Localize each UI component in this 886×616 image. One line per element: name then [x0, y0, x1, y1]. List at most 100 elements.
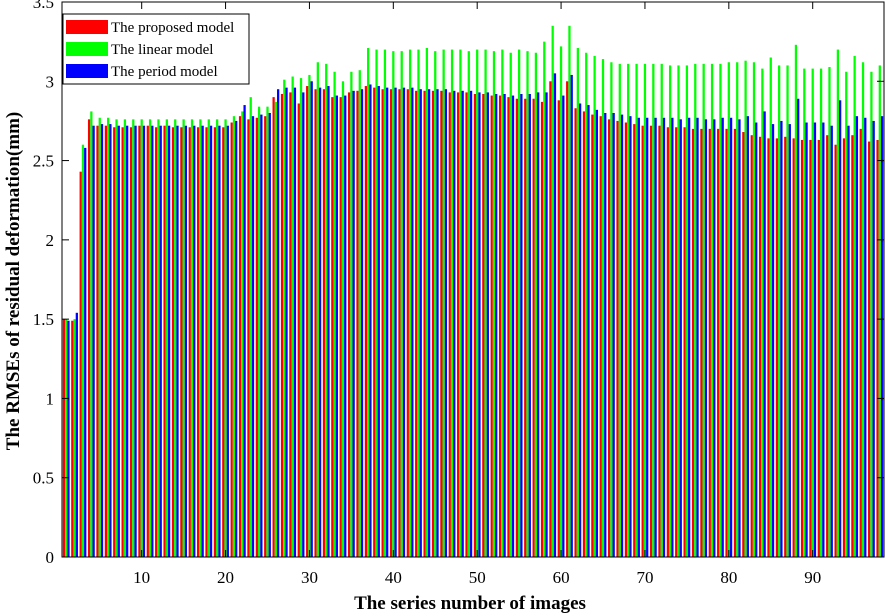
bar-proposed — [280, 93, 284, 557]
bar-proposed — [306, 86, 309, 557]
bar-proposed — [691, 128, 695, 558]
bar-linear — [81, 144, 85, 557]
bar-proposed — [389, 89, 393, 558]
bar-linear — [174, 119, 177, 557]
bar-proposed — [532, 98, 535, 557]
bar-linear — [811, 68, 814, 557]
bar-period — [713, 119, 716, 557]
bar-period — [738, 119, 741, 557]
bar-linear — [73, 319, 76, 557]
bar-proposed — [364, 86, 368, 557]
bar-linear — [182, 119, 185, 557]
bar-period — [444, 89, 448, 558]
bar-linear — [543, 41, 546, 557]
bar-linear — [794, 44, 798, 558]
bar-linear — [140, 119, 143, 557]
bar-linear — [501, 49, 504, 557]
bar-linear — [702, 63, 705, 558]
bar-proposed — [297, 103, 300, 558]
bar-period — [629, 116, 632, 558]
bar-period — [688, 117, 691, 557]
bar-proposed — [717, 128, 720, 558]
bar-linear — [190, 119, 194, 557]
legend: The proposed model The linear model The … — [62, 13, 250, 85]
bar-linear — [677, 65, 680, 558]
bar-proposed — [381, 89, 384, 558]
bar-proposed — [373, 87, 376, 557]
bar-linear — [853, 55, 856, 557]
bar-linear — [778, 65, 781, 558]
bar-linear — [241, 111, 244, 557]
bar-period — [402, 87, 406, 557]
bar-linear — [610, 62, 613, 557]
bar-proposed — [809, 139, 812, 557]
bar-linear — [442, 49, 445, 557]
bar-proposed — [197, 127, 200, 558]
bar-period — [386, 87, 389, 557]
bar-linear — [761, 68, 764, 557]
legend-label-period: The period model — [111, 64, 218, 80]
x-axis-label: The series number of images — [354, 593, 586, 614]
bar-linear — [199, 119, 202, 557]
bar-linear — [90, 111, 93, 557]
bar-linear — [123, 119, 127, 557]
bar-linear — [803, 68, 806, 557]
bar-period — [201, 125, 204, 557]
bar-linear — [736, 62, 739, 557]
legend-label-proposed: The proposed model — [111, 20, 234, 36]
bar-period — [268, 113, 271, 557]
bar-linear — [593, 55, 596, 557]
bar-period — [453, 90, 456, 558]
bar-proposed — [498, 95, 502, 557]
bar-proposed — [742, 132, 745, 557]
y-tick-label: 2.5 — [33, 152, 54, 171]
y-tick-label: 3 — [46, 72, 55, 91]
bar-period — [209, 125, 213, 557]
bar-proposed — [750, 135, 753, 557]
bar-proposed — [138, 125, 141, 557]
bar-proposed — [649, 125, 653, 557]
bar-proposed — [767, 138, 770, 557]
bar-linear — [325, 63, 328, 558]
bar-linear — [518, 49, 521, 557]
bar-proposed — [255, 117, 258, 557]
bar-proposed — [79, 171, 82, 558]
bar-period — [578, 103, 582, 558]
bar-period — [117, 125, 120, 557]
bar-proposed — [675, 127, 678, 558]
bar-linear — [417, 49, 420, 557]
bar-linear — [308, 74, 311, 557]
bar-linear — [559, 46, 563, 558]
bar-period — [428, 89, 431, 558]
bar-period — [100, 124, 104, 557]
bar-proposed — [859, 128, 862, 558]
bar-period — [570, 74, 573, 557]
y-tick-label: 3.5 — [33, 0, 54, 12]
x-tick-label: 70 — [636, 568, 653, 587]
bar-linear — [232, 116, 236, 558]
bar-proposed — [415, 90, 418, 558]
bar-period — [872, 120, 875, 558]
bar-period — [520, 93, 523, 557]
bar-linear — [333, 71, 336, 558]
bar-proposed — [71, 320, 74, 557]
bar-proposed — [230, 122, 233, 557]
bar-proposed — [440, 90, 443, 558]
bar-period — [662, 117, 666, 557]
bar-linear — [157, 119, 160, 557]
bar-period — [620, 114, 624, 557]
bar-proposed — [213, 127, 217, 558]
bar-linear — [98, 117, 101, 557]
bar-linear — [207, 119, 210, 557]
bar-proposed — [524, 98, 527, 557]
bar-period — [537, 92, 540, 557]
legend-label-linear: The linear model — [111, 42, 213, 58]
bar-proposed — [666, 127, 669, 558]
bar-linear — [249, 97, 252, 557]
bar-proposed — [406, 89, 409, 558]
bar-linear — [107, 117, 110, 557]
y-axis-label: The RMSEs of residual deformation(mm) — [3, 112, 24, 450]
bar-proposed — [851, 135, 854, 557]
bar-linear — [660, 63, 663, 558]
